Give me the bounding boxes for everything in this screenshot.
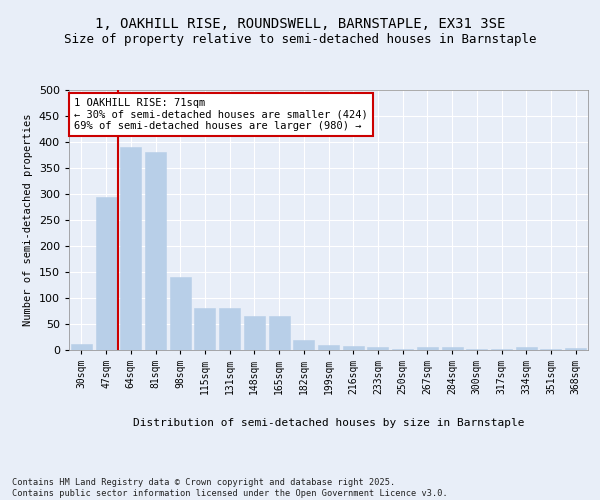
Bar [71, 344, 92, 350]
Bar [417, 347, 438, 350]
Bar [219, 308, 240, 350]
Bar [466, 349, 487, 350]
Text: 1, OAKHILL RISE, ROUNDSWELL, BARNSTAPLE, EX31 3SE: 1, OAKHILL RISE, ROUNDSWELL, BARNSTAPLE,… [95, 18, 505, 32]
Bar [170, 277, 191, 350]
Bar [318, 345, 339, 350]
Bar [343, 346, 364, 350]
Bar [95, 196, 116, 350]
Text: Size of property relative to semi-detached houses in Barnstaple: Size of property relative to semi-detach… [64, 32, 536, 46]
Bar [516, 348, 537, 350]
Bar [442, 347, 463, 350]
Bar [565, 348, 586, 350]
Bar [244, 316, 265, 350]
Bar [120, 147, 141, 350]
Bar [145, 152, 166, 350]
Text: Contains HM Land Registry data © Crown copyright and database right 2025.
Contai: Contains HM Land Registry data © Crown c… [12, 478, 448, 498]
Bar [293, 340, 314, 350]
Bar [269, 316, 290, 350]
Y-axis label: Number of semi-detached properties: Number of semi-detached properties [23, 114, 33, 326]
Bar [194, 308, 215, 350]
Bar [392, 349, 413, 350]
Bar [541, 349, 562, 350]
Bar [367, 348, 388, 350]
Text: 1 OAKHILL RISE: 71sqm
← 30% of semi-detached houses are smaller (424)
69% of sem: 1 OAKHILL RISE: 71sqm ← 30% of semi-deta… [74, 98, 368, 131]
Text: Distribution of semi-detached houses by size in Barnstaple: Distribution of semi-detached houses by … [133, 418, 524, 428]
